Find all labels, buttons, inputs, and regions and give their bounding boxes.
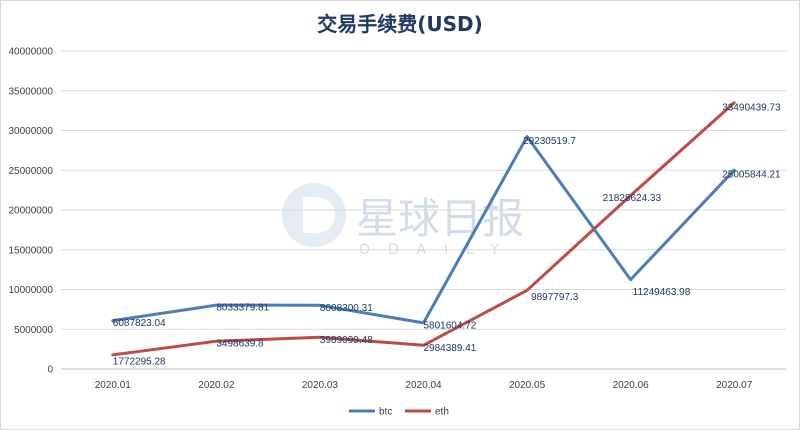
x-tick-label: 2020.02 [198,380,235,391]
legend-label-btc: btc [379,407,392,418]
x-tick-label: 2020.04 [405,380,442,391]
y-tick-label: 5000000 [14,325,53,336]
data-label-btc: 11249463.98 [633,287,691,298]
y-tick-label: 0 [47,365,53,376]
data-label-eth: 33490439.73 [722,102,781,113]
data-label-eth: 2984389.41 [424,343,477,354]
data-label-btc: 6087823.04 [113,318,166,329]
y-tick-label: 35000000 [9,86,54,97]
y-tick-label: 15000000 [9,245,54,256]
x-tick-label: 2020.06 [613,380,650,391]
data-label-btc: 8008300.31 [320,303,373,314]
data-label-eth: 21828624.33 [603,193,662,204]
x-axis-ticks: 2020.01 2020.02 2020.03 2020.04 2020.05 2020.… [95,380,753,391]
chart-title: 交易手续费(USD) [317,12,483,36]
data-label-eth: 1772295.28 [113,356,166,367]
data-label-btc: 25005844.21 [722,170,781,181]
data-label-eth: 3989099.48 [320,335,373,346]
y-tick-label: 30000000 [9,126,54,137]
x-tick-label: 2020.07 [716,380,753,391]
watermark: 星球日报 ODAILY [282,183,524,258]
y-tick-label: 10000000 [9,285,54,296]
data-label-eth: 3498639.8 [216,339,264,350]
watermark-text: 星球日报 [356,194,524,243]
y-tick-label: 20000000 [9,206,54,217]
y-axis-ticks: 0 5000000 10000000 15000000 20000000 25000000… [9,47,54,376]
y-tick-label: 25000000 [9,166,54,177]
x-tick-label: 2020.03 [302,380,339,391]
legend-label-eth: eth [435,407,449,418]
data-label-btc: 29230519.7 [523,136,576,147]
x-tick-label: 2020.05 [509,380,546,391]
y-tick-label: 40000000 [9,47,54,58]
data-label-btc: 8033379.81 [216,303,269,314]
data-label-btc: 5801604.72 [424,320,477,331]
legend: btc eth [349,407,449,418]
data-label-eth: 9897797.3 [531,292,579,303]
x-tick-label: 2020.01 [95,380,132,391]
